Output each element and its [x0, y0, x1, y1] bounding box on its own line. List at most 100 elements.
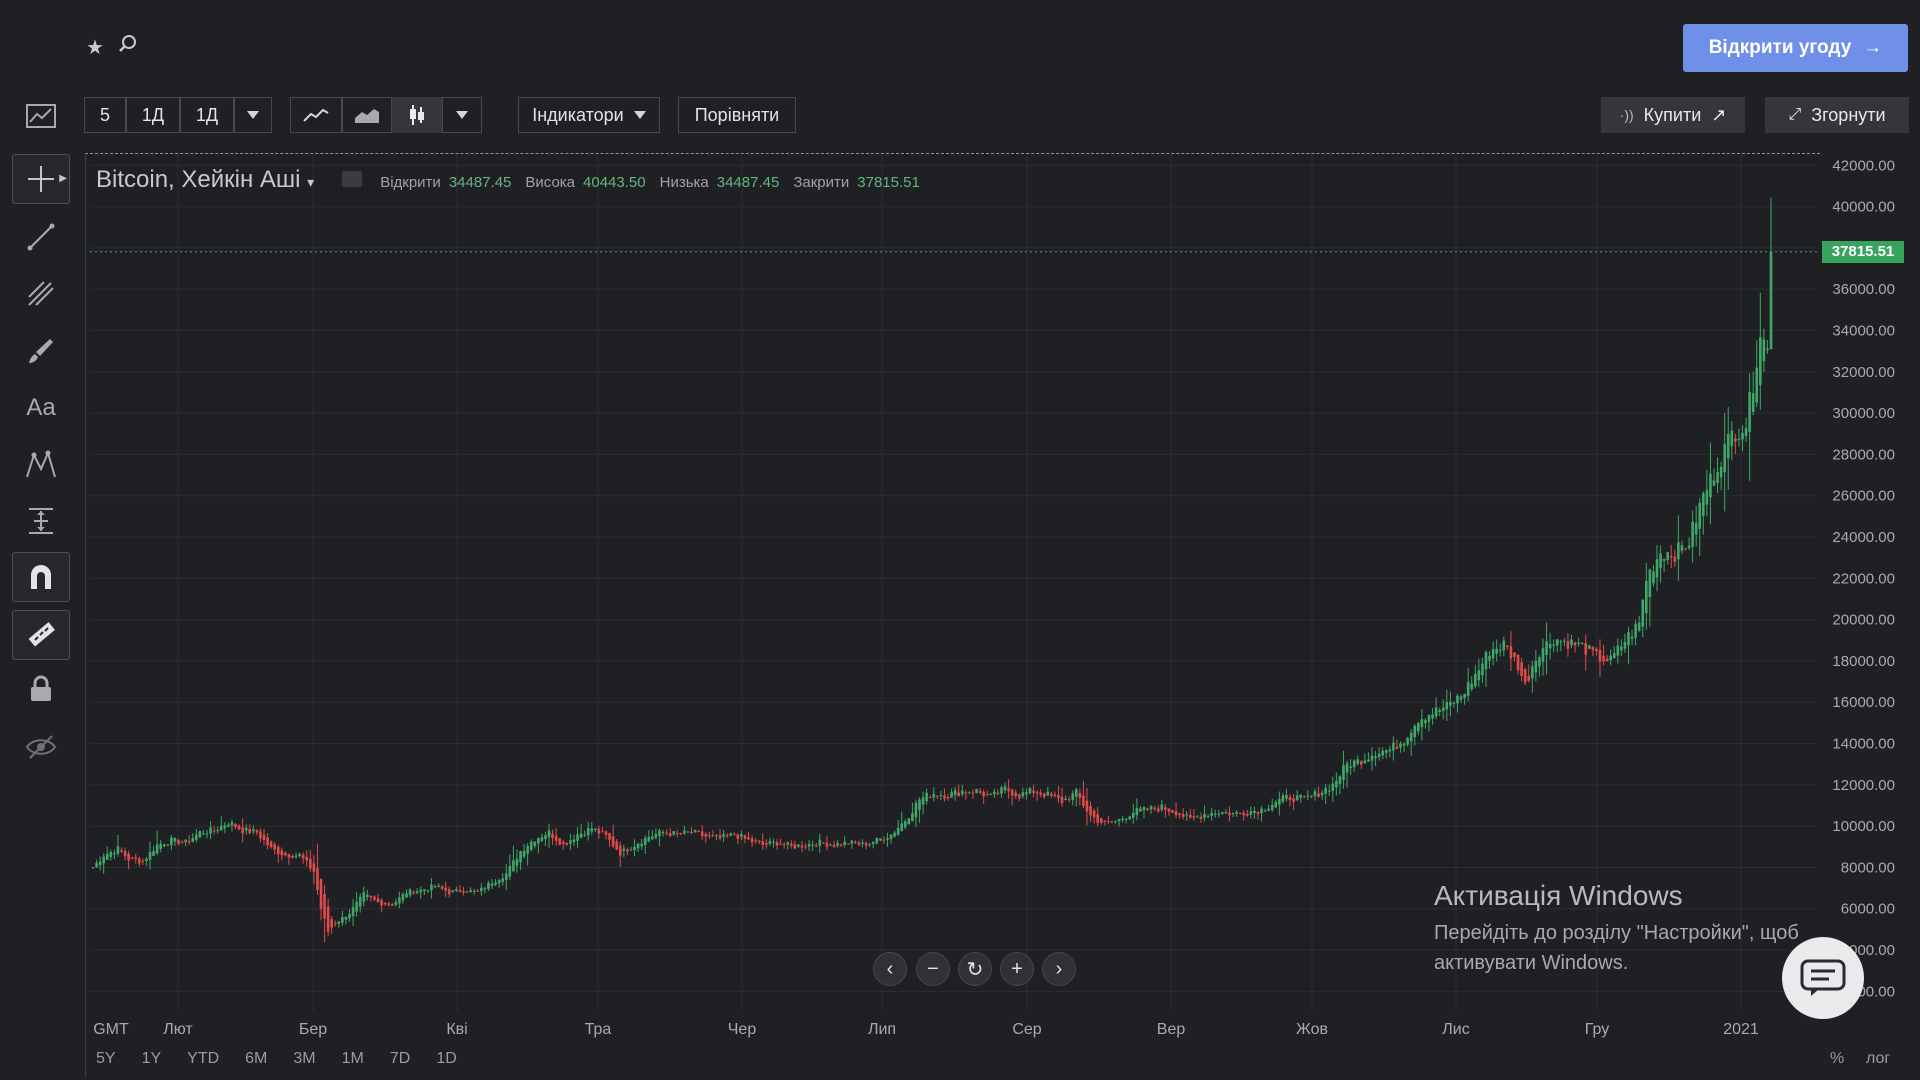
candle-body	[405, 893, 408, 898]
candle-body	[1139, 808, 1142, 812]
ruler-tool[interactable]	[12, 610, 70, 660]
interval-1d-selected-button[interactable]: 1Д	[180, 97, 234, 133]
candle-body	[298, 853, 301, 857]
lock-tool[interactable]	[12, 664, 70, 714]
log-scale-toggle[interactable]: лог	[1866, 1050, 1891, 1067]
close-label: Закрити	[793, 174, 850, 191]
candle-body	[693, 830, 697, 833]
range-button[interactable]: 1Y	[141, 1050, 162, 1067]
candle-body	[1103, 820, 1107, 822]
candle-body	[148, 851, 152, 860]
candle-body	[155, 844, 159, 854]
candle-body	[91, 867, 95, 869]
candle-body	[1089, 806, 1092, 816]
candle-body	[1032, 790, 1035, 793]
interval-5-button[interactable]: 5	[84, 97, 126, 133]
candle-body	[1370, 755, 1374, 761]
range-button[interactable]: 1M	[341, 1050, 364, 1067]
text-tool[interactable]: Aa	[12, 383, 70, 433]
candle-body	[576, 834, 579, 841]
candle-body	[152, 851, 155, 856]
x-tick-label: Вер	[1157, 1021, 1186, 1038]
pattern-tool[interactable]	[12, 440, 70, 490]
hide-tool[interactable]	[12, 722, 70, 772]
candle-style-button[interactable]	[392, 97, 442, 133]
candle-body	[640, 843, 643, 847]
x-tick-label: Жов	[1296, 1021, 1328, 1038]
range-button[interactable]: 5Y	[96, 1050, 116, 1067]
range-button[interactable]: 7D	[389, 1050, 411, 1067]
y-tick-label: 8000.00	[1841, 859, 1895, 876]
candle-body	[1213, 813, 1217, 815]
candle-body	[1595, 648, 1598, 652]
symbol-selector[interactable]: Bitcoin, Хейкін Аші ▾	[96, 166, 314, 194]
line-style-button[interactable]	[290, 97, 342, 133]
candle-body	[540, 837, 544, 841]
chart-type-dropdown-button[interactable]	[442, 97, 482, 133]
candle-body	[889, 834, 893, 840]
candle-body	[1723, 444, 1726, 473]
range-button[interactable]: 1D	[436, 1050, 457, 1067]
candle-body	[590, 828, 594, 832]
reset-button[interactable]: ↻	[958, 952, 992, 986]
candle-body	[1466, 682, 1470, 696]
candle-body	[1652, 571, 1655, 584]
eye-icon[interactable]	[342, 171, 363, 187]
candle-body	[579, 833, 583, 838]
interval-1d-button[interactable]: 1Д	[126, 97, 180, 133]
chart-area[interactable]	[85, 153, 1820, 1078]
star-icon[interactable]: ★	[86, 36, 104, 59]
measure-tool[interactable]	[12, 496, 70, 546]
area-style-button[interactable]	[342, 97, 392, 133]
trend-line-tool[interactable]	[12, 212, 70, 262]
candle-body	[1028, 788, 1032, 794]
candle-body	[508, 866, 512, 877]
line-chart-icon[interactable]	[18, 98, 64, 134]
zoom-in-button[interactable]: +	[1000, 952, 1034, 986]
compare-button[interactable]: Порівняти	[678, 97, 796, 133]
brush-tool[interactable]	[12, 326, 70, 376]
crosshair-tool[interactable]: ▶	[12, 154, 70, 204]
percent-scale-toggle[interactable]: %	[1830, 1050, 1845, 1067]
collapse-button[interactable]: ⤢ Згорнути	[1765, 97, 1909, 133]
candle-body	[1324, 787, 1327, 794]
open-deal-button[interactable]: Відкрити угоду →	[1683, 24, 1908, 72]
candle-body	[444, 887, 448, 891]
chat-button[interactable]	[1782, 937, 1864, 1019]
range-button[interactable]: YTD	[187, 1050, 220, 1067]
candle-body	[105, 853, 109, 861]
candle-body	[390, 904, 394, 906]
candle-body	[430, 884, 433, 891]
magnet-tool[interactable]	[12, 552, 70, 602]
candle-body	[761, 841, 765, 845]
candle-body	[1388, 749, 1392, 752]
candle-body	[166, 844, 170, 846]
candle-body	[658, 830, 661, 836]
indicators-button[interactable]: Індикатори	[518, 97, 660, 133]
candle-body	[480, 887, 483, 892]
candle-body	[622, 848, 626, 851]
search-icon[interactable]	[118, 34, 138, 60]
candle-body	[1737, 438, 1741, 440]
candle-body	[697, 831, 700, 833]
zoom-out-button[interactable]: −	[916, 952, 950, 986]
close-value: 37815.51	[857, 174, 920, 191]
range-button[interactable]: 3M	[293, 1050, 316, 1067]
candle-body	[241, 827, 244, 834]
chevron-down-icon	[456, 111, 468, 119]
y-tick-label: 12000.00	[1832, 777, 1895, 794]
candle-body	[1185, 814, 1189, 816]
candle-body	[469, 890, 472, 893]
candle-body	[348, 913, 351, 919]
pitchfork-tool[interactable]	[12, 268, 70, 318]
x-tick-label: GMT	[93, 1021, 129, 1038]
interval-dropdown-button[interactable]	[234, 97, 272, 133]
range-button[interactable]: 6M	[245, 1050, 268, 1067]
candle-body	[1719, 466, 1723, 478]
candle-body	[601, 831, 604, 833]
scroll-right-button[interactable]: ›	[1042, 952, 1076, 986]
candle-body	[269, 841, 273, 848]
scroll-left-button[interactable]: ‹	[873, 952, 907, 986]
candle-body	[1224, 812, 1228, 814]
buy-button[interactable]: ·)) Купити ↗	[1601, 97, 1745, 133]
